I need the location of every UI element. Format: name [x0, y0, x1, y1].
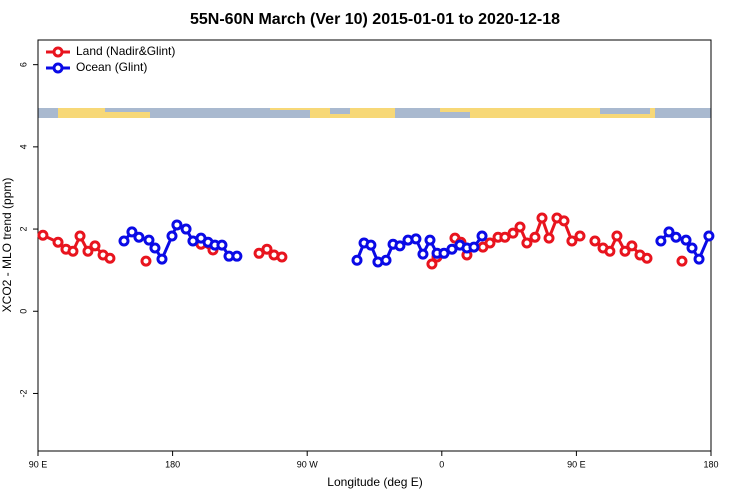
data-point	[143, 234, 155, 246]
data-point	[543, 232, 555, 244]
data-point	[166, 230, 178, 242]
data-point	[499, 231, 511, 243]
data-point	[149, 242, 161, 254]
data-point	[703, 230, 715, 242]
data-point	[641, 252, 653, 264]
data-point	[424, 234, 436, 246]
data-point	[574, 230, 586, 242]
data-point	[663, 226, 675, 238]
data-point	[558, 215, 570, 227]
data-point	[507, 227, 519, 239]
data-point	[156, 253, 168, 265]
data-point	[351, 254, 363, 266]
data-point	[133, 231, 145, 243]
data-point	[417, 248, 429, 260]
chart-title: 55N-60N March (Ver 10) 2015-01-01 to 202…	[190, 11, 560, 28]
data-point	[589, 235, 601, 247]
data-point	[446, 243, 458, 255]
y-tick-label: 6	[18, 62, 28, 67]
data-point	[74, 230, 86, 242]
y-tick-label: 4	[18, 144, 28, 149]
data-point	[67, 245, 79, 257]
data-point	[89, 240, 101, 252]
legend-label: Land (Nadir&Glint)	[76, 44, 175, 58]
data-point	[118, 235, 130, 247]
data-point	[686, 242, 698, 254]
data-point	[426, 258, 438, 270]
data-point	[253, 247, 265, 259]
data-point	[655, 235, 667, 247]
x-tick-label: 180	[703, 459, 718, 469]
data-point	[676, 255, 688, 267]
data-point	[140, 255, 152, 267]
data-point	[521, 237, 533, 249]
data-point	[180, 223, 192, 235]
data-point	[619, 245, 631, 257]
data-point	[611, 230, 623, 242]
x-tick-label: 0	[439, 459, 444, 469]
legend-marker	[52, 46, 64, 58]
data-point	[468, 241, 480, 253]
data-point	[104, 252, 116, 264]
data-point	[261, 243, 273, 255]
y-tick-label: -2	[18, 389, 28, 397]
map-strip	[38, 108, 711, 118]
data-point	[231, 250, 243, 262]
data-point	[670, 231, 682, 243]
data-point	[126, 226, 138, 238]
x-tick-label: 90 W	[297, 459, 319, 469]
data-point	[529, 231, 541, 243]
legend-marker	[52, 62, 64, 74]
legend-label: Ocean (Glint)	[76, 60, 147, 74]
data-point	[52, 236, 64, 248]
x-tick-label: 90 E	[29, 459, 48, 469]
plot-frame	[37, 39, 712, 452]
data-point	[394, 240, 406, 252]
data-point	[380, 254, 392, 266]
y-axis-label: XCO2 - MLO trend (ppm)	[0, 178, 14, 313]
x-tick-label: 180	[165, 459, 180, 469]
data-point	[216, 239, 228, 251]
x-tick-label: 90 E	[567, 459, 586, 469]
y-tick-label: 2	[18, 227, 28, 232]
data-point	[82, 245, 94, 257]
data-point	[680, 234, 692, 246]
x-axis-label: Longitude (deg E)	[327, 475, 422, 489]
data-point	[476, 230, 488, 242]
data-point	[604, 245, 616, 257]
data-point	[365, 239, 377, 251]
data-point	[171, 219, 183, 231]
data-point	[410, 233, 422, 245]
data-point	[484, 237, 496, 249]
data-point	[37, 229, 49, 241]
data-point	[438, 247, 450, 259]
data-point	[276, 251, 288, 263]
y-tick-label: 0	[18, 309, 28, 314]
data-point	[514, 221, 526, 233]
data-point	[536, 212, 548, 224]
data-point	[693, 253, 705, 265]
data-point	[566, 235, 578, 247]
data-point	[626, 240, 638, 252]
